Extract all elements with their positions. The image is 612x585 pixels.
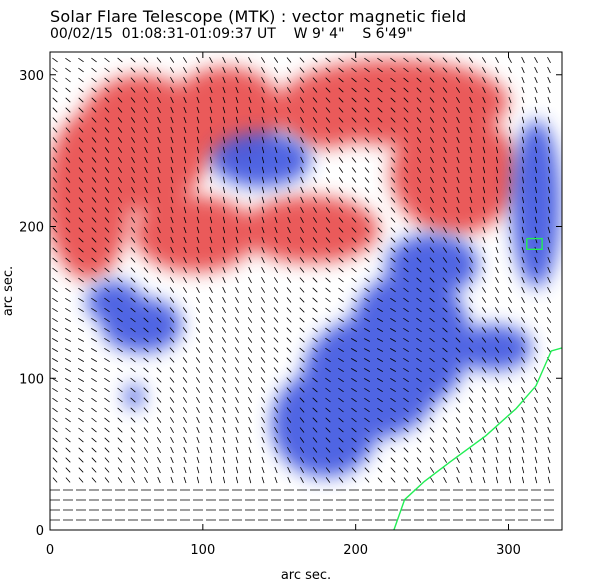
positive-polarity-region xyxy=(134,196,257,273)
negative-polarity-region xyxy=(511,120,561,288)
y-tick-label: 300 xyxy=(19,69,44,84)
vector-glyphs xyxy=(50,56,554,521)
positive-polarity-region xyxy=(50,112,131,280)
positive-polarity-group xyxy=(50,59,520,280)
plot-frame xyxy=(49,51,563,531)
negative-polarity-region xyxy=(271,370,379,477)
observation-date: 00/02/15 xyxy=(50,26,113,42)
chart-title: Solar Flare Telescope (MTK) : vector mag… xyxy=(50,7,467,26)
y-axis: 0 100 200 300 xyxy=(19,69,562,539)
negative-polarity-region xyxy=(386,234,478,295)
y-tick-label: 200 xyxy=(19,221,44,236)
contour-lines xyxy=(393,237,562,530)
vector-field xyxy=(50,56,554,521)
positive-polarity-region xyxy=(390,112,520,235)
y-tick-label: 100 xyxy=(19,372,44,387)
x-tick-label: 200 xyxy=(343,543,368,558)
observation-time-range: 01:08:31-01:09:37 UT xyxy=(121,26,276,42)
x-axis: 0 100 200 300 xyxy=(46,52,521,558)
positive-polarity-region xyxy=(241,196,379,263)
x-tick-label: 100 xyxy=(190,543,215,558)
south-coordinate: S 6'49" xyxy=(362,26,413,42)
negative-polarity-region xyxy=(124,384,144,409)
x-axis-label: arc sec. xyxy=(281,568,331,583)
negative-polarity-region xyxy=(212,132,310,188)
y-tick-label: 0 xyxy=(36,524,44,539)
magnetogram-regions xyxy=(50,59,561,477)
negative-polarity-region xyxy=(455,325,532,371)
y-axis-label: arc sec. xyxy=(1,266,16,316)
x-tick-label: 0 xyxy=(46,543,54,558)
chart-subtitle: 00/02/15 01:08:31-01:09:37 UT W 9' 4" S … xyxy=(50,25,413,43)
neutral-line-contour xyxy=(526,237,543,250)
positive-polarity-region xyxy=(282,92,368,148)
west-coordinate: W 9' 4" xyxy=(293,26,345,42)
x-tick-label: 300 xyxy=(496,543,521,558)
neutral-line-contour xyxy=(393,347,562,530)
negative-polarity-region xyxy=(86,281,142,324)
